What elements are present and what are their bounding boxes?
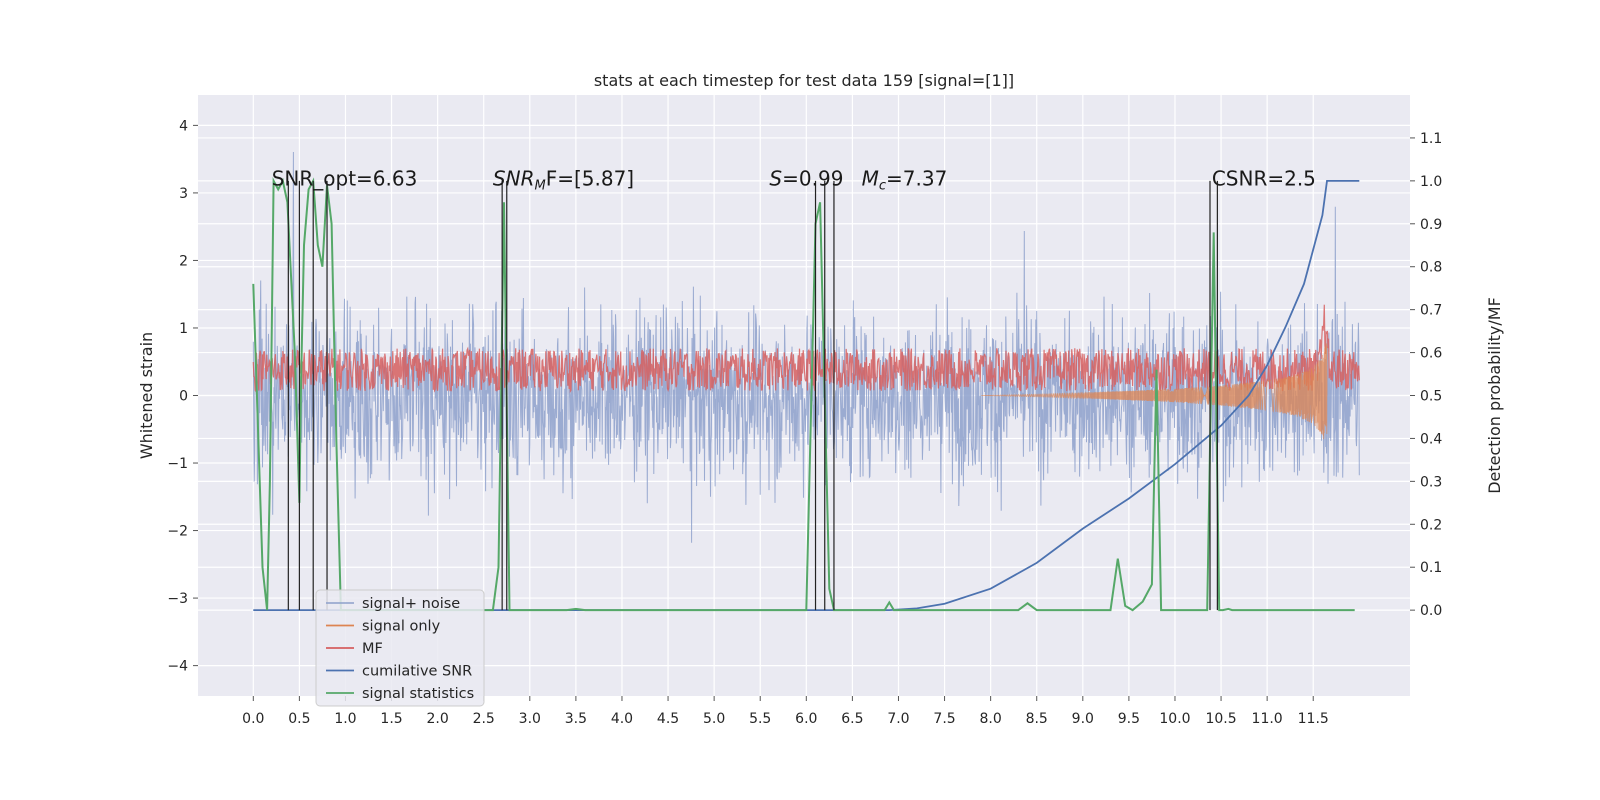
y-tick-label-right: 0.1 <box>1420 560 1442 576</box>
annotation: SNRMF=[5.87] <box>493 166 634 193</box>
x-tick-label: 10.0 <box>1159 711 1190 727</box>
y-axis-label-left: Whitened strain <box>137 332 156 459</box>
x-tick-label: 8.0 <box>980 711 1002 727</box>
x-tick-label: 7.0 <box>887 711 909 727</box>
x-tick-label: 7.5 <box>933 711 955 727</box>
legend-label: signal only <box>362 619 441 635</box>
legend-label: signal statistics <box>362 686 474 702</box>
x-tick-label: 6.0 <box>795 711 817 727</box>
y-tick-label-left: 4 <box>179 118 188 134</box>
x-tick-label: 6.5 <box>841 711 863 727</box>
series-layer <box>252 151 1360 612</box>
y-tick-label-right: 1.1 <box>1420 131 1442 147</box>
y-tick-label-right: 0.0 <box>1420 603 1442 619</box>
x-tick-label: 9.0 <box>1072 711 1094 727</box>
x-tick-label: 1.5 <box>380 711 402 727</box>
series-signal-statistics <box>252 177 1355 612</box>
annotation: Mc=7.37 <box>862 166 948 193</box>
y-tick-label-right: 0.6 <box>1420 346 1442 362</box>
annotation: SNR_opt=6.63 <box>272 166 418 190</box>
series-signal-only <box>981 343 1328 440</box>
y-tick-label-left: −2 <box>167 524 188 540</box>
series-signal-noise <box>252 151 1360 543</box>
y-tick-label-left: −1 <box>167 456 188 472</box>
legend-label: MF <box>362 641 383 657</box>
x-tick-label: 3.0 <box>519 711 541 727</box>
y-tick-label-right: 0.9 <box>1420 217 1442 233</box>
y-tick-label-right: 0.7 <box>1420 303 1442 319</box>
y-tick-label-right: 0.5 <box>1420 389 1442 405</box>
y-tick-label-right: 0.8 <box>1420 260 1442 276</box>
legend-box <box>315 589 485 707</box>
x-tick-label: 8.5 <box>1026 711 1048 727</box>
y-tick-label-left: 3 <box>179 186 188 202</box>
x-tick-label: 4.0 <box>611 711 633 727</box>
annotation: CSNR=2.5 <box>1212 166 1316 190</box>
x-tick-label: 3.5 <box>565 711 587 727</box>
x-tick-label: 10.5 <box>1205 711 1236 727</box>
x-tick-label: 0.0 <box>242 711 264 727</box>
chart-title: stats at each timestep for test data 159… <box>594 71 1014 90</box>
y-tick-label-left: 0 <box>179 389 188 405</box>
detection-vlines <box>287 180 1218 611</box>
y-tick-label-right: 1.0 <box>1420 174 1442 190</box>
x-tick-label: 2.5 <box>473 711 495 727</box>
y-tick-label-left: 2 <box>179 253 188 269</box>
x-tick-label: 11.0 <box>1252 711 1283 727</box>
axes: 0.0 0.5 1.0 1.5 2.0 2.5 3.0 3.5 4.0 4.5 5.0 5.5 6.0 6… <box>167 118 1442 727</box>
x-tick-label: 11.5 <box>1298 711 1329 727</box>
x-tick-label: 2.0 <box>427 711 449 727</box>
y-tick-label-right: 0.2 <box>1420 517 1442 533</box>
y-tick-label-right: 0.3 <box>1420 474 1442 490</box>
y-tick-label-left: 1 <box>179 321 188 337</box>
x-tick-label: 9.5 <box>1118 711 1140 727</box>
annotation: S=0.99 <box>769 166 843 190</box>
annotations: SNR_opt=6.63 SNRMF=[5.87] S=0.99 Mc=7.37 CSN… <box>272 166 1316 193</box>
x-tick-label: 4.5 <box>657 711 679 727</box>
legend-label: signal+ noise <box>362 596 460 612</box>
x-tick-label: 5.5 <box>749 711 771 727</box>
x-tick-label: 0.5 <box>288 711 310 727</box>
x-tick-label: 1.0 <box>334 711 356 727</box>
y-tick-label-left: −3 <box>167 591 188 607</box>
y-axis-label-right: Detection probability/MF <box>1485 297 1504 494</box>
series-cumulative-snr <box>253 180 1360 611</box>
series-mf <box>252 304 1360 394</box>
y-tick-label-left: −4 <box>167 659 188 675</box>
x-tick-label: 5.0 <box>703 711 725 727</box>
legend-label: cumilative SNR <box>362 664 472 680</box>
legend: signal+ noise signal only MF cumilative SNR… <box>315 589 485 707</box>
y-tick-label-right: 0.4 <box>1420 431 1442 447</box>
